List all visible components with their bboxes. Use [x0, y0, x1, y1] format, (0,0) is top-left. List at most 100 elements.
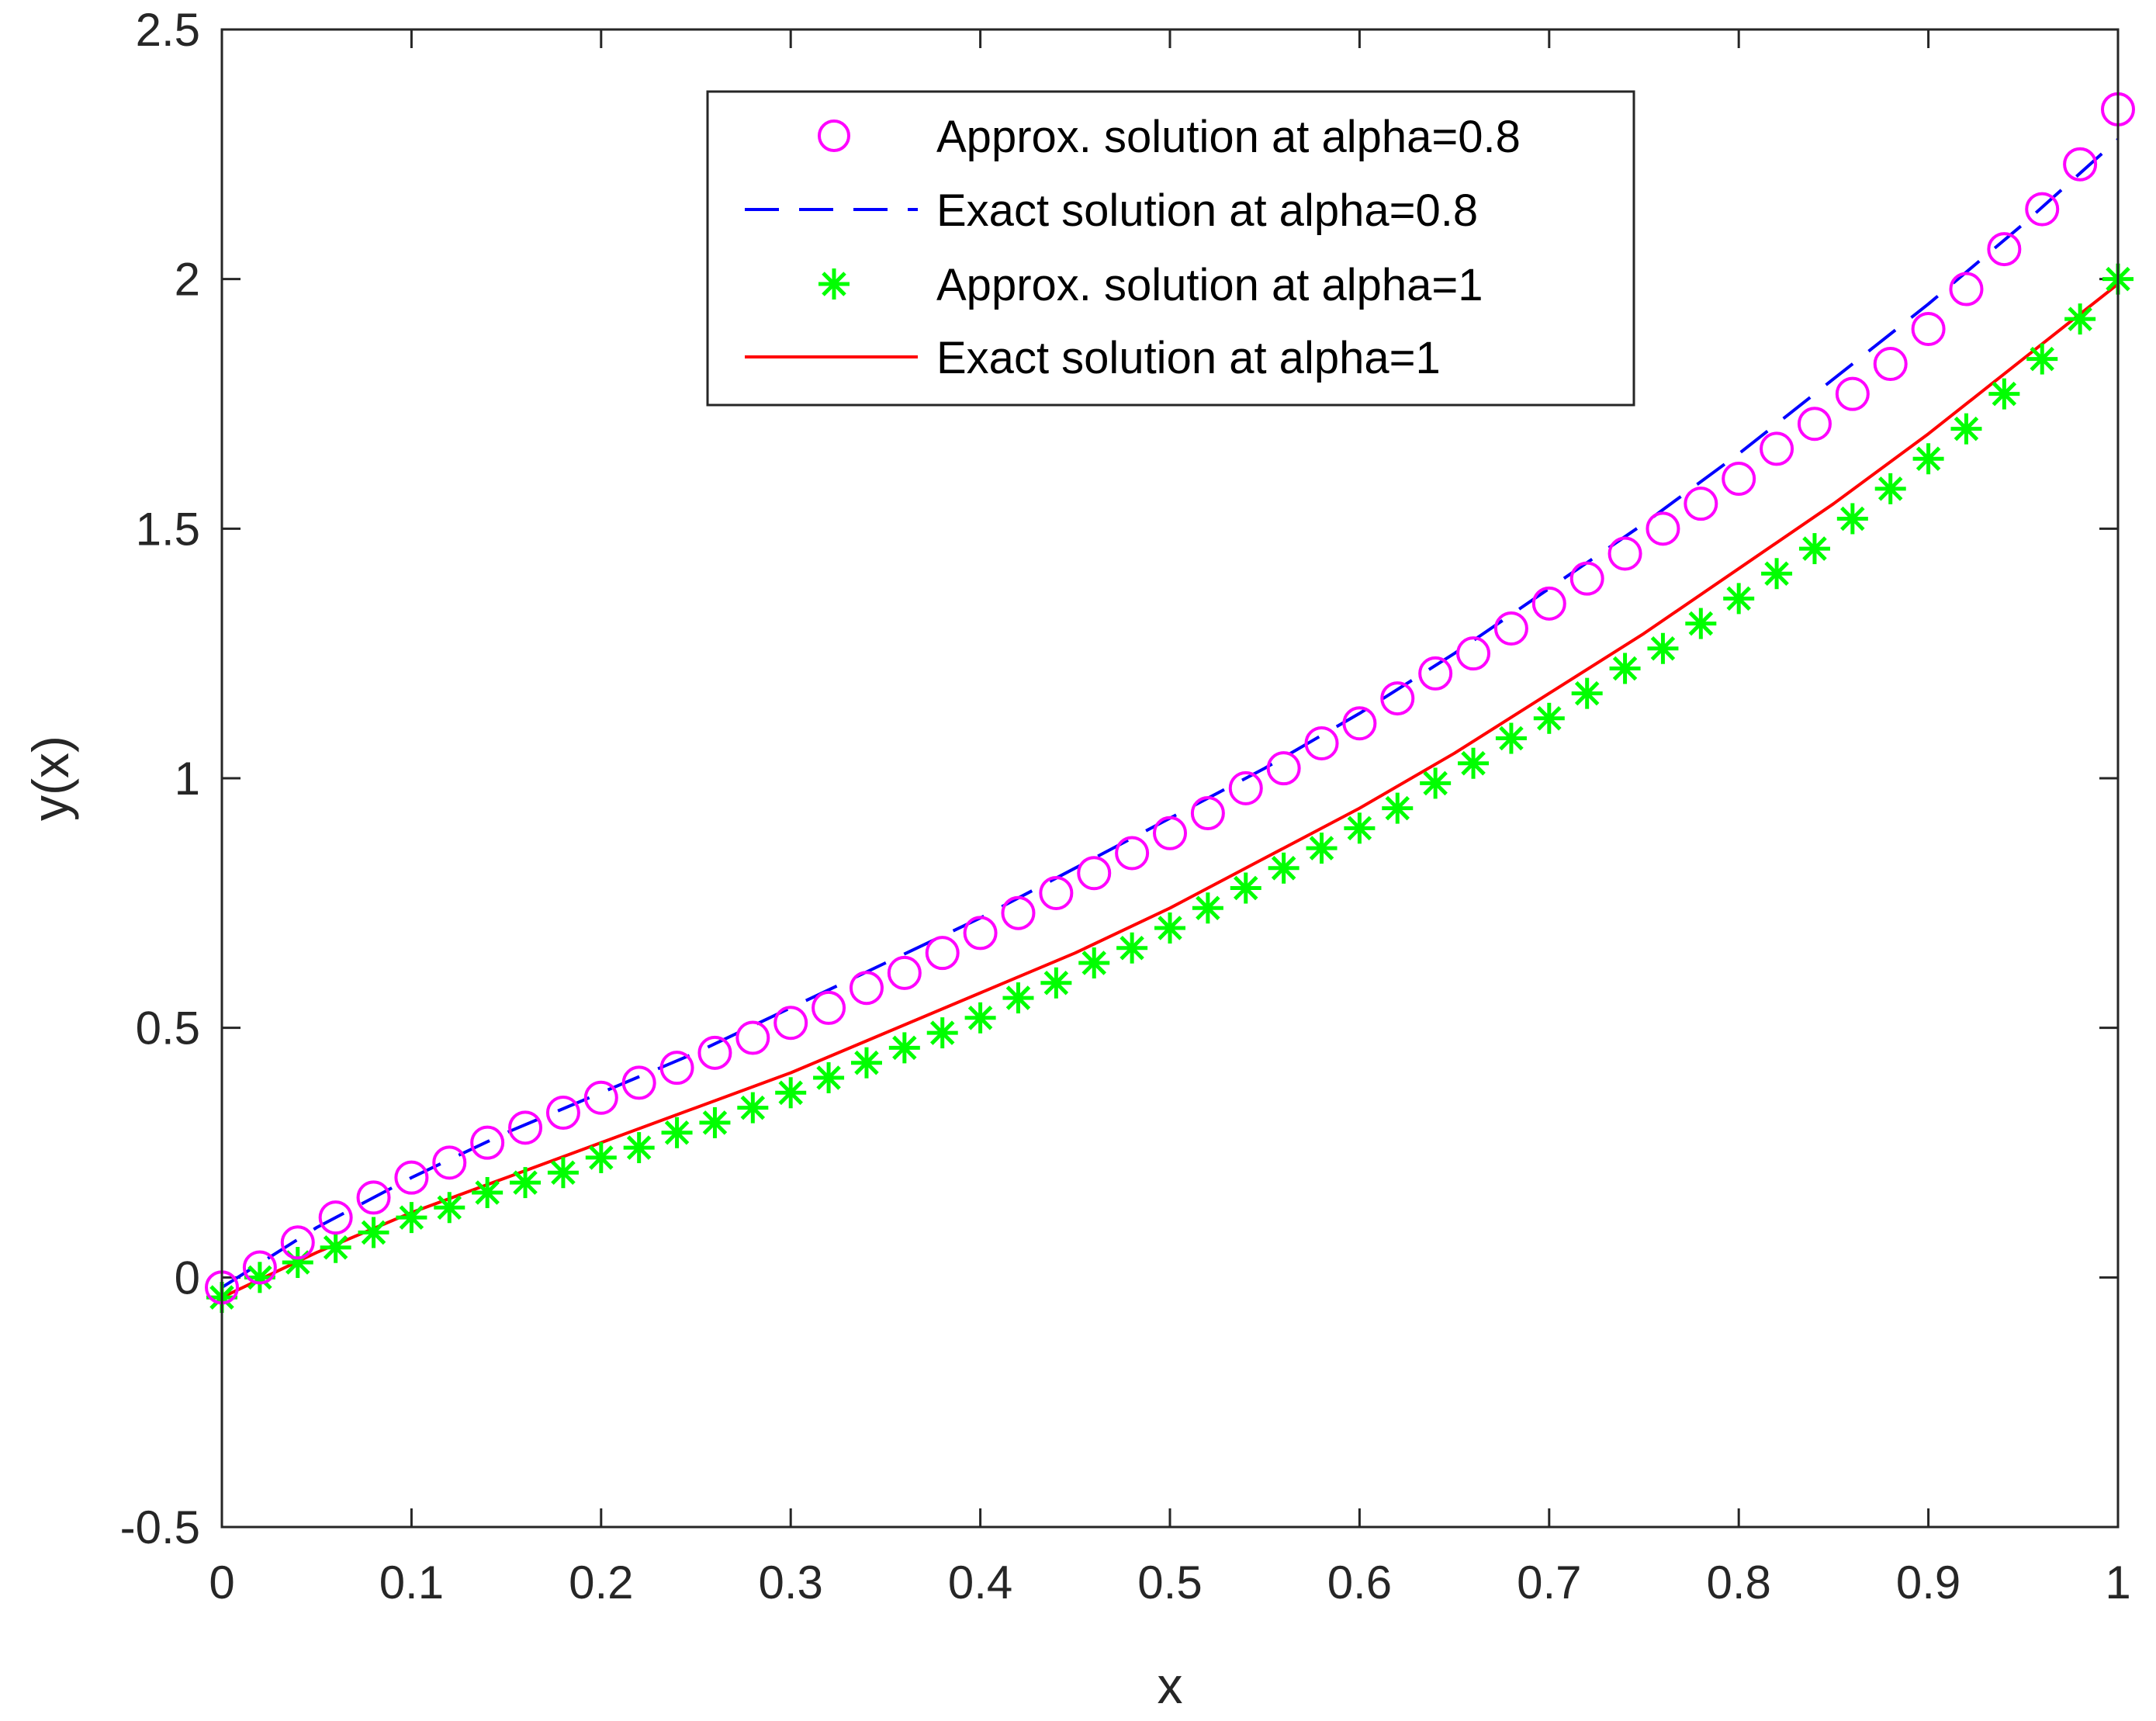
data-point — [242, 1250, 277, 1285]
data-point — [1190, 796, 1225, 831]
y-tick-label: 0 — [175, 1252, 200, 1304]
data-point — [1115, 836, 1150, 871]
data-point — [888, 1032, 920, 1064]
legend-item-approx-alpha-1: Approx. solution at alpha=1 — [818, 260, 1483, 310]
data-point — [812, 990, 846, 1025]
data-point — [887, 955, 922, 990]
data-point — [1002, 982, 1034, 1014]
data-point — [2026, 343, 2058, 375]
data-point — [358, 1217, 389, 1248]
data-point — [1646, 511, 1680, 546]
data-point — [1684, 487, 1718, 521]
data-point — [1798, 533, 1830, 565]
data-point — [925, 936, 960, 971]
data-point — [1988, 378, 2020, 410]
data-point — [472, 1176, 504, 1208]
data-point — [1228, 770, 1263, 805]
data-point — [1380, 681, 1415, 716]
data-point — [280, 1225, 315, 1260]
data-point — [1458, 747, 1490, 779]
data-point — [1116, 932, 1148, 964]
data-point — [356, 1180, 391, 1215]
data-point — [1001, 895, 1036, 930]
legend-item-exact-alpha-1: Exact solution at alpha=1 — [745, 333, 1441, 383]
data-point — [510, 1167, 542, 1199]
legend-item-approx-alpha-0-8: Approx. solution at alpha=0.8 — [818, 112, 1521, 162]
data-point — [926, 1017, 958, 1049]
data-point — [659, 1051, 694, 1086]
data-point — [1835, 376, 1870, 411]
data-point — [318, 1200, 353, 1235]
legend-label: Exact solution at alpha=1 — [936, 333, 1441, 383]
data-point — [1420, 767, 1452, 799]
x-tick-label: 0.1 — [379, 1557, 444, 1608]
data-point — [773, 1006, 808, 1041]
data-point — [697, 1035, 732, 1070]
data-point — [1493, 611, 1528, 646]
data-point — [1950, 413, 1982, 445]
y-tick-label: 0.5 — [136, 1002, 200, 1054]
data-point — [1418, 656, 1453, 691]
legend-label: Approx. solution at alpha=0.8 — [936, 112, 1521, 162]
x-tick-label: 0.2 — [569, 1557, 633, 1608]
data-point — [1382, 792, 1414, 824]
data-point — [775, 1077, 807, 1109]
data-point — [1266, 751, 1301, 786]
data-point — [1304, 725, 1339, 760]
data-point — [1723, 583, 1755, 615]
data-point — [585, 1141, 617, 1173]
data-point — [623, 1132, 655, 1164]
data-point — [1685, 608, 1717, 639]
data-point — [2064, 303, 2096, 335]
x-tick-label: 0.3 — [758, 1557, 822, 1608]
y-tick-label: 2.5 — [136, 4, 200, 56]
data-point — [1912, 443, 1944, 475]
x-tick-label: 0.5 — [1137, 1557, 1202, 1608]
data-point — [1154, 912, 1185, 944]
data-point — [1760, 431, 1794, 466]
data-point — [1192, 892, 1223, 924]
data-point — [1873, 347, 1908, 382]
legend-label: Exact solution at alpha=0.8 — [936, 185, 1478, 236]
x-tick-label: 0.9 — [1896, 1557, 1960, 1608]
data-point — [621, 1065, 656, 1100]
data-point — [735, 1020, 770, 1055]
data-point — [396, 1202, 427, 1234]
y-axis-label: y(x) — [22, 736, 79, 821]
tick-labels: 0 0.1 0.2 0.3 0.4 0.5 0.6 0.7 0.8 0.9 1-0.500.511.… — [120, 4, 2131, 1608]
data-point — [1647, 632, 1679, 664]
asterisk-marker-icon — [818, 268, 850, 300]
data-point — [1761, 558, 1793, 590]
series-0 — [205, 92, 2135, 1305]
data-point — [2063, 147, 2098, 182]
series-3 — [221, 282, 2120, 1299]
data-point — [813, 1062, 845, 1093]
series-layer — [205, 92, 2135, 1314]
data-point — [964, 1002, 996, 1034]
data-point — [1268, 852, 1299, 884]
data-point — [1306, 833, 1338, 864]
x-tick-label: 0.4 — [948, 1557, 1012, 1608]
legend-item-exact-alpha-0-8: Exact solution at alpha=0.8 — [745, 185, 1478, 236]
data-point — [547, 1157, 579, 1189]
data-point — [1533, 702, 1565, 734]
data-point — [699, 1106, 731, 1138]
data-point — [849, 971, 884, 1006]
data-point — [963, 916, 998, 951]
data-point — [1531, 586, 1566, 621]
data-point — [1078, 947, 1110, 979]
data-point — [1344, 812, 1376, 844]
data-point — [737, 1092, 769, 1124]
data-point — [1874, 473, 1906, 504]
data-point — [394, 1160, 429, 1195]
y-tick-label: 1 — [175, 753, 200, 805]
data-point — [1911, 312, 1946, 346]
data-point — [470, 1125, 505, 1160]
series-line — [221, 282, 2120, 1299]
data-point — [583, 1080, 618, 1115]
x-tick-label: 0.7 — [1517, 1557, 1581, 1608]
data-point — [1987, 232, 2022, 267]
data-point — [1040, 967, 1072, 999]
x-axis-label: x — [1158, 1657, 1183, 1714]
